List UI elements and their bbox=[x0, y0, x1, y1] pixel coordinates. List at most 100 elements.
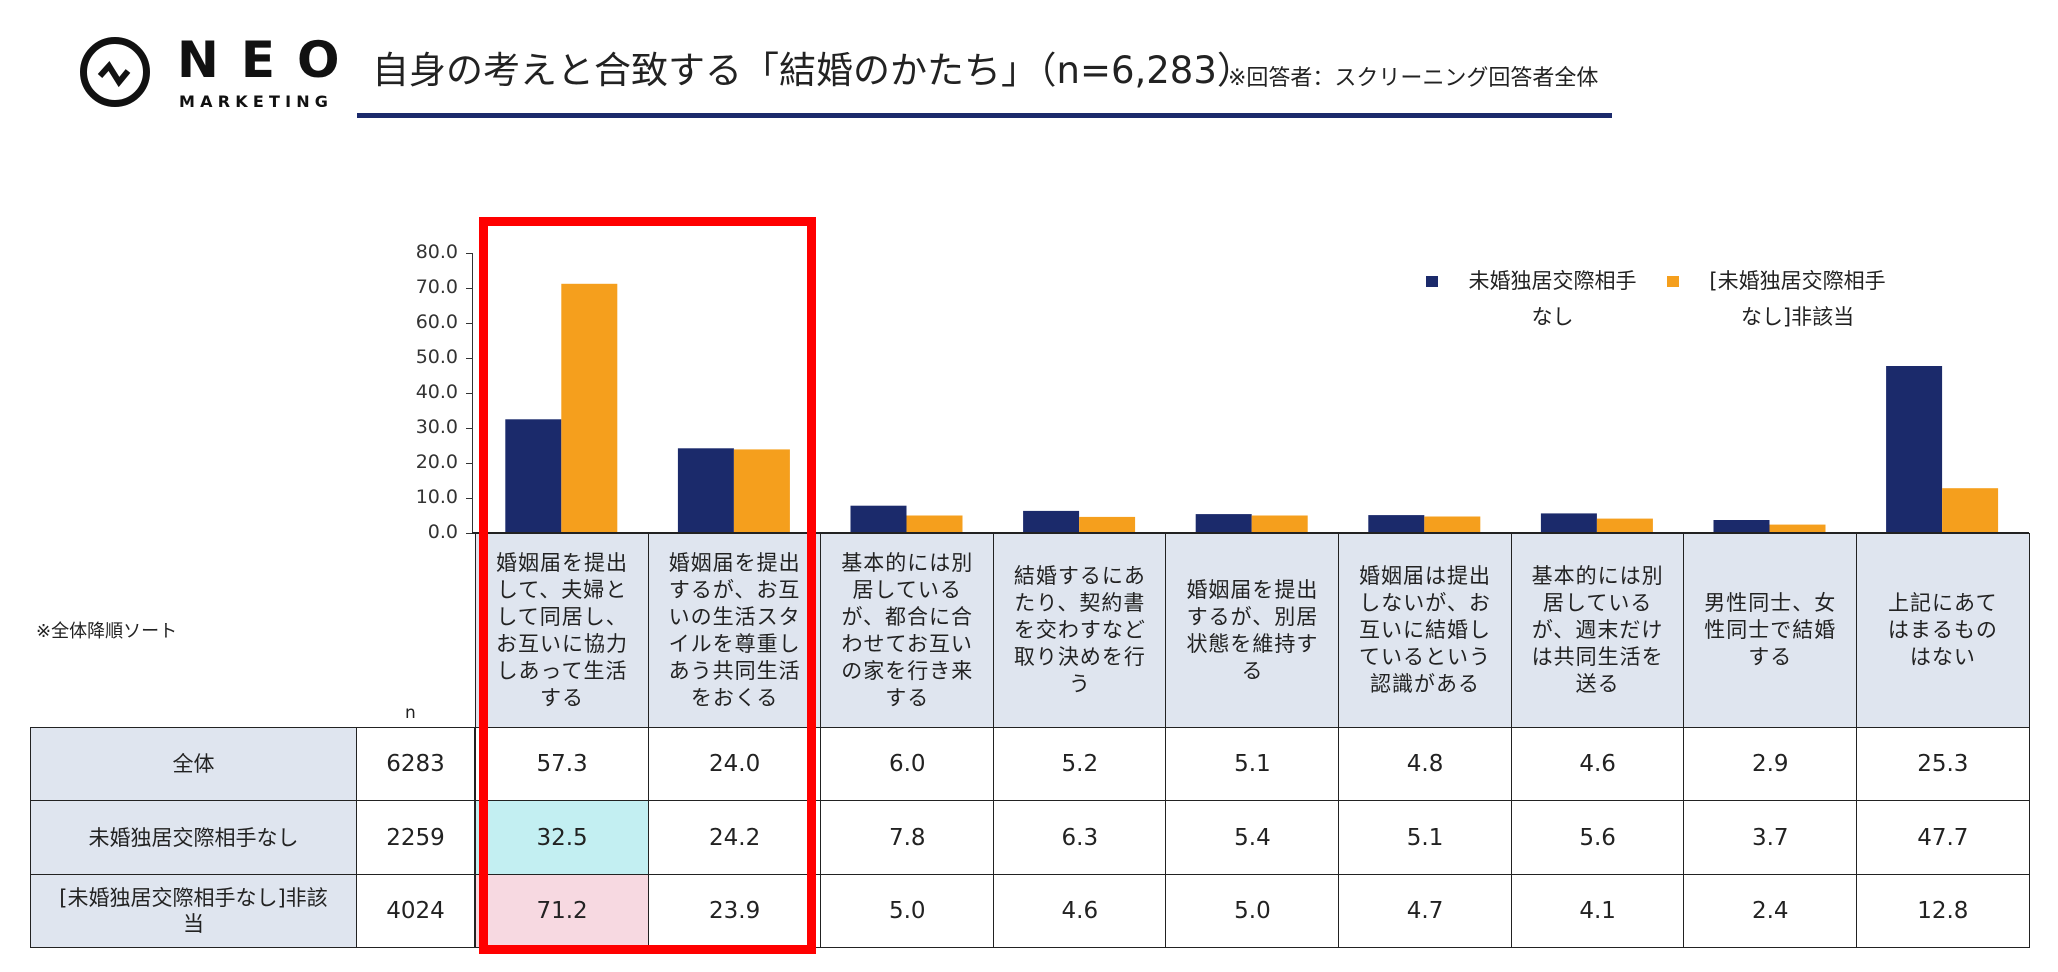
legend-label-line2: なし]非該当 bbox=[1740, 305, 1855, 329]
column-header-line: の家を行き来 bbox=[841, 658, 974, 683]
column-header-line: 居している bbox=[852, 577, 962, 602]
bar-series2 bbox=[733, 449, 790, 533]
bar-series1 bbox=[1886, 366, 1943, 533]
column-header-line: して同居し、 bbox=[496, 604, 628, 629]
column-header-line: を交わすなど bbox=[1013, 618, 1146, 643]
bar-series1 bbox=[1368, 515, 1425, 533]
row-label-line: 当 bbox=[183, 911, 204, 936]
legend-label-line1: [未婚独居交際相手 bbox=[1709, 269, 1886, 293]
column-header-line: 居している bbox=[1542, 591, 1653, 616]
column-header-line: 状態を維持す bbox=[1186, 631, 1319, 656]
table-cell: 25.3 bbox=[1855, 727, 2030, 802]
y-tick bbox=[466, 288, 472, 289]
logo-subtitle: MARKETING bbox=[179, 92, 334, 111]
column-header: 基本的には別 居している が、都合に合 わせてお互い の家を行き来 する bbox=[820, 533, 995, 729]
column-header-line: わせてお互い bbox=[841, 631, 973, 656]
column-header-line: する bbox=[1748, 645, 1793, 670]
table-cell: 24.0 bbox=[647, 727, 822, 802]
column-header-line: いの生活スタ bbox=[668, 604, 801, 629]
row-label-line: [未婚独居交際相手なし]非該 bbox=[59, 885, 328, 910]
table-cell: 71.2 bbox=[475, 873, 650, 949]
legend-swatch-series2 bbox=[1667, 276, 1679, 287]
y-tick bbox=[466, 358, 472, 359]
legend-item-series1: 未婚独居交際相手 なし bbox=[1440, 263, 1665, 335]
table-cell: 5.1 bbox=[1165, 727, 1340, 802]
column-header: 婚姻届は提出 しないが、お 互いに結婚し ているという 認識がある bbox=[1338, 533, 1513, 729]
column-header: 上記にあて はまるもの はない bbox=[1855, 533, 2030, 729]
column-header-line: はない bbox=[1909, 645, 1976, 670]
y-tick-label: 20.0 bbox=[415, 451, 458, 473]
y-tick-label: 10.0 bbox=[415, 486, 458, 508]
column-header-line: あう共同生活 bbox=[668, 658, 801, 683]
column-header-line: 送る bbox=[1575, 672, 1620, 697]
column-header-line: しないが、お bbox=[1359, 591, 1491, 616]
bar-series2 bbox=[1079, 516, 1136, 533]
table-cell: 4.7 bbox=[1338, 873, 1513, 949]
column-header-line: は共同生活を bbox=[1531, 645, 1664, 670]
y-axis-line bbox=[472, 253, 473, 534]
table-cell: 32.5 bbox=[475, 800, 650, 876]
y-tick bbox=[466, 463, 472, 464]
y-tick bbox=[466, 428, 472, 429]
bar-series2 bbox=[1769, 524, 1826, 533]
column-header-line: をおくる bbox=[690, 685, 779, 710]
table-cell: 2.4 bbox=[1683, 873, 1858, 949]
column-header-line: して、夫婦と bbox=[496, 577, 628, 602]
y-tick bbox=[466, 393, 472, 394]
bar-series1 bbox=[505, 419, 562, 534]
column-header-line: 婚姻届は提出 bbox=[1359, 564, 1492, 589]
legend-label-line2: なし bbox=[1531, 305, 1574, 329]
respondent-note: ※回答者：スクリーニング回答者全体 bbox=[1228, 66, 1599, 91]
y-tick bbox=[466, 533, 472, 534]
legend-swatch-series1 bbox=[1426, 276, 1438, 287]
column-header: 婚姻届を提出 するが、お互 いの生活スタ イルを尊重し あう共同生活 をおくる bbox=[647, 533, 822, 729]
table-cell: 5.6 bbox=[1510, 800, 1685, 876]
bar-series1 bbox=[1023, 510, 1080, 533]
column-header-line: が、週末だけ bbox=[1531, 618, 1664, 643]
bar-series1 bbox=[677, 448, 734, 533]
y-tick bbox=[466, 323, 472, 324]
column-header-line: お互いに協力 bbox=[496, 631, 629, 656]
column-header-line: 認識がある bbox=[1370, 672, 1481, 697]
column-header-line: 婚姻届を提出 bbox=[1186, 577, 1319, 602]
column-header: 婚姻届を提出 するが、別居 状態を維持する bbox=[1165, 533, 1340, 729]
logo-brand: NEO bbox=[177, 31, 362, 89]
column-header-line: 上記にあて bbox=[1888, 591, 1998, 616]
table-cell: 23.9 bbox=[647, 873, 822, 949]
column-header: 結婚するにあ たり、契約書 を交わすなど 取り決めを行う bbox=[992, 533, 1167, 729]
table-cell: 6.3 bbox=[992, 800, 1167, 876]
page-title: 自身の考えと合致する「結婚のかたち」（n=6,283） bbox=[372, 49, 1254, 92]
table-cell: 4.6 bbox=[1510, 727, 1685, 802]
y-tick-label: 0.0 bbox=[427, 521, 458, 543]
column-header-line: する bbox=[885, 685, 930, 710]
row-label: 全体 bbox=[30, 727, 357, 802]
table-cell: 4.6 bbox=[992, 873, 1167, 949]
column-header-line: う bbox=[1068, 672, 1091, 697]
table-cell: 24.2 bbox=[647, 800, 822, 876]
column-header-line: 結婚するにあ bbox=[1013, 564, 1146, 589]
column-header: 男性同士、女 性同士で結婚 する bbox=[1683, 533, 1858, 729]
table-cell: 2.9 bbox=[1683, 727, 1858, 802]
table-cell: 57.3 bbox=[475, 727, 650, 802]
bar-series2 bbox=[561, 283, 618, 533]
y-tick-label: 50.0 bbox=[415, 346, 458, 368]
table-cell: 47.7 bbox=[1855, 800, 2030, 876]
column-header-line: イルを尊重し bbox=[668, 631, 801, 656]
column-header-line: はまるもの bbox=[1887, 618, 1998, 643]
y-tick-label: 80.0 bbox=[415, 241, 458, 263]
bar-series1 bbox=[1195, 514, 1252, 533]
row-n-value: 6283 bbox=[356, 727, 475, 802]
table-cell: 7.8 bbox=[820, 800, 995, 876]
table-cell: 6.0 bbox=[820, 727, 995, 802]
row-label: [未婚独居交際相手なし]非該当 bbox=[30, 873, 357, 949]
table-cell: 3.7 bbox=[1683, 800, 1858, 876]
column-header-line: 婚姻届を提出 bbox=[668, 550, 801, 575]
table-cell: 5.2 bbox=[992, 727, 1167, 802]
y-tick bbox=[466, 498, 472, 499]
table-cell: 4.1 bbox=[1510, 873, 1685, 949]
column-header-line: 男性同士、女 bbox=[1704, 591, 1837, 616]
n-column-header: n bbox=[405, 703, 416, 723]
legend-item-series2: [未婚独居交際相手 なし]非該当 bbox=[1685, 263, 1910, 335]
table-cell: 4.8 bbox=[1338, 727, 1513, 802]
